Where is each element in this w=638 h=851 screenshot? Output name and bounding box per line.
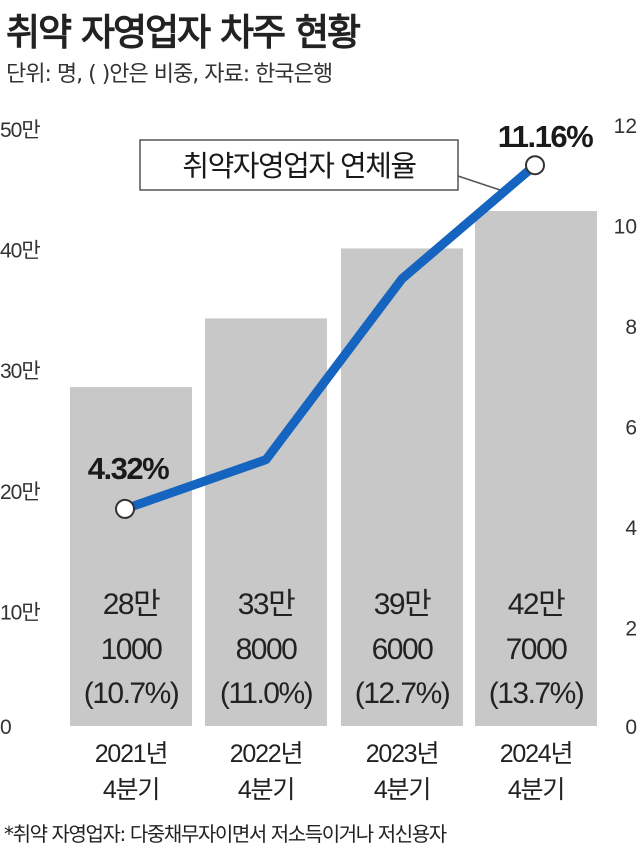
legend-leader-line xyxy=(457,175,501,191)
legend-label: 취약자영업자 연체율 xyxy=(182,150,416,183)
bar-label-4-3: (13.7%) xyxy=(489,677,584,710)
left-axis-tick-0: 0 xyxy=(0,716,11,739)
label-layer: 28만 1000 (10.7%) 33만 8000 (11.0%) 39만 6000 (12.7… xyxy=(84,119,595,710)
bar-label-1-2: 1000 xyxy=(101,633,163,666)
category-label-1-1: 2021년 xyxy=(95,740,168,768)
left-axis-tick-50만: 50만 xyxy=(0,119,40,142)
bar-label-1-3: (10.7%) xyxy=(84,677,179,710)
bar-4 xyxy=(475,211,597,727)
category-label-1-2: 4분기 xyxy=(103,776,159,804)
left-axis-tick-20만: 20만 xyxy=(0,481,40,504)
category-label-2-2: 4분기 xyxy=(238,776,294,804)
bar-label-1-1: 28만 xyxy=(103,588,160,621)
right-axis-tick-6: 6 xyxy=(625,417,637,440)
line-point-4 xyxy=(525,155,545,176)
right-axis-tick-0: 0 xyxy=(625,716,637,739)
right-axis-tick-8: 8 xyxy=(625,316,637,339)
line-layer xyxy=(115,155,545,519)
bar-label-4-2: 7000 xyxy=(506,633,568,666)
bar-1 xyxy=(70,387,192,726)
bar-label-2-1: 33만 xyxy=(238,588,295,621)
bars-layer xyxy=(70,211,597,727)
right-axis-tick-4: 4 xyxy=(625,517,637,540)
chart-title: 취약 자영업자 차주 현황 xyxy=(6,11,361,54)
category-label-4-1: 2024년 xyxy=(500,740,573,768)
bar-label-3-2: 6000 xyxy=(372,633,434,666)
category-label-4-2: 4분기 xyxy=(508,776,564,804)
line-rate-series xyxy=(120,160,540,514)
bar-label-4-1: 42만 xyxy=(508,588,565,621)
category-label-3-1: 2023년 xyxy=(366,740,439,768)
bar-label-2-3: (11.0%) xyxy=(220,677,313,710)
bar-label-3-3: (12.7%) xyxy=(355,677,450,710)
line-point-label-4: 11.16% xyxy=(498,119,593,154)
line-point-label-1: 4.32% xyxy=(88,451,169,486)
left-axis-tick-40만: 40만 xyxy=(0,240,40,263)
footnote: *취약 자영업자: 다중채무자이면서 저소득이거나 저신용자 xyxy=(4,822,447,846)
bar-label-3-1: 39만 xyxy=(374,588,431,621)
left-axis-tick-10만: 10만 xyxy=(0,601,40,624)
right-axis-tick-12: 12 xyxy=(614,115,637,138)
right-axis-tick-2: 2 xyxy=(625,618,637,641)
bar-2 xyxy=(205,318,327,726)
axis-layer: 0 10만 20만 30만 40만 50만 0 2 4 6 8 10 12 2021년 4분기 2022년 4분… xyxy=(0,115,637,804)
chart-subtitle: 단위: 명, ( )안은 비중, 자료: 한국은행 xyxy=(6,62,333,87)
line-point-1 xyxy=(115,498,135,519)
left-axis-tick-30만: 30만 xyxy=(0,360,40,383)
category-label-3-2: 4분기 xyxy=(374,776,430,804)
legend-box xyxy=(139,139,459,191)
right-axis-tick-10: 10 xyxy=(614,216,637,239)
bar-label-2-2: 8000 xyxy=(236,633,298,666)
category-label-2-1: 2022년 xyxy=(230,740,303,768)
